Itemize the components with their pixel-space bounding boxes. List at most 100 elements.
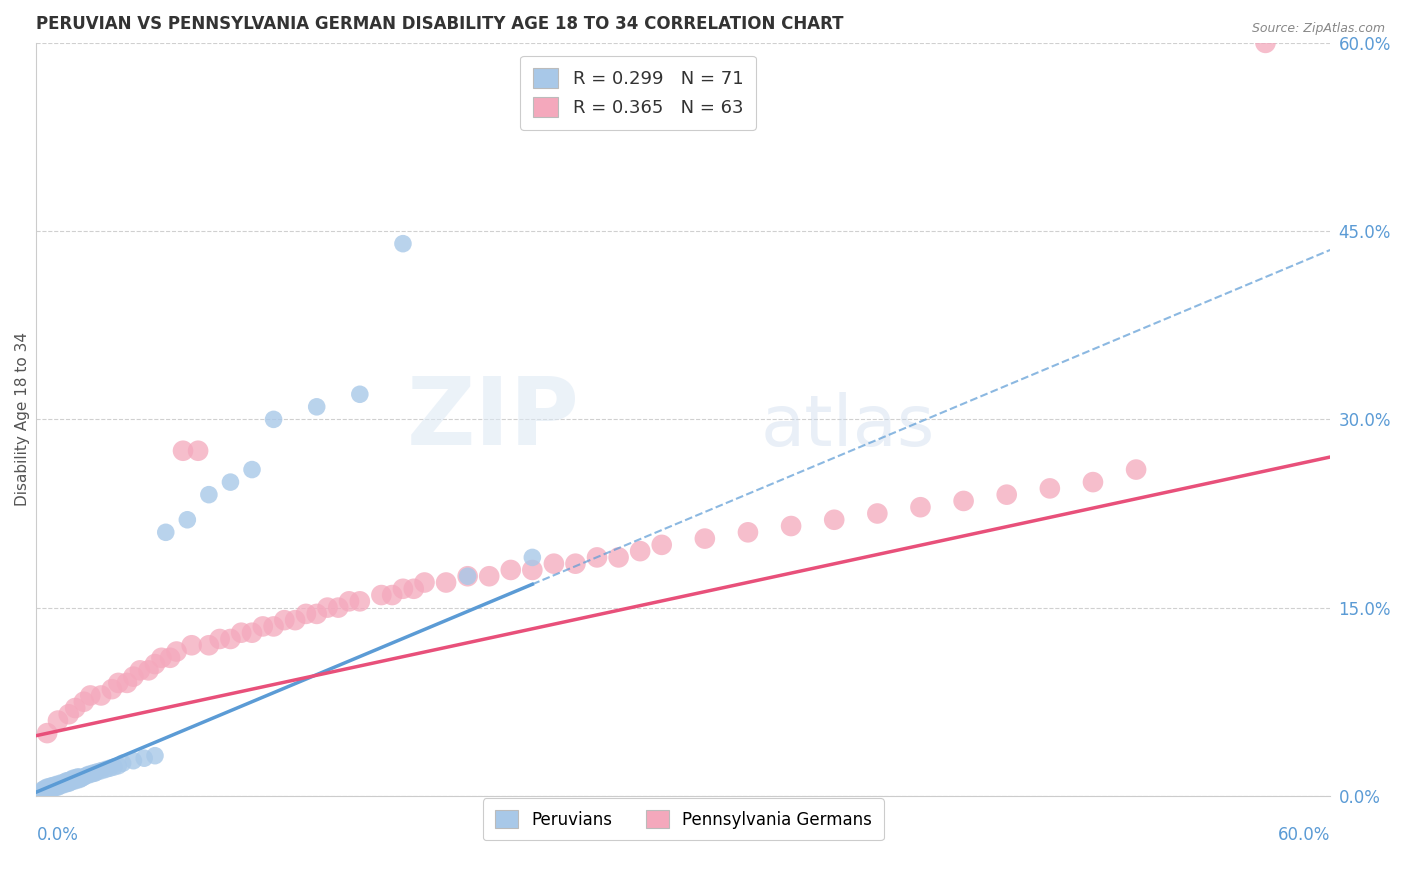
Point [402, 582, 425, 596]
Text: ZIP: ZIP [406, 374, 579, 466]
Point [46, 780, 69, 794]
Point [522, 550, 544, 565]
Point [737, 525, 759, 540]
Point [107, 758, 129, 772]
Point [316, 600, 339, 615]
Point [69, 772, 91, 787]
Point [543, 557, 565, 571]
Point [51, 778, 73, 792]
Legend: Peruvians, Pennsylvania Germans: Peruvians, Pennsylvania Germans [482, 798, 884, 840]
Point [107, 676, 129, 690]
Point [103, 760, 125, 774]
Point [208, 632, 231, 646]
Point [46, 779, 69, 793]
Point [53, 775, 76, 789]
Point [607, 550, 630, 565]
Point [83, 766, 105, 780]
Point [55, 773, 77, 788]
Point [51, 776, 73, 790]
Point [166, 644, 188, 658]
Point [392, 236, 415, 251]
Point [823, 513, 845, 527]
Point [90, 689, 112, 703]
Point [63, 773, 86, 788]
Point [155, 525, 177, 540]
Point [58, 776, 80, 790]
Point [49, 779, 72, 793]
Point [58, 773, 80, 788]
Point [34, 781, 56, 796]
Point [122, 754, 145, 768]
Point [42, 781, 65, 796]
Point [63, 701, 86, 715]
Point [219, 475, 242, 489]
Point [82, 766, 104, 780]
Point [457, 569, 479, 583]
Point [952, 494, 974, 508]
Point [1081, 475, 1104, 489]
Text: atlas: atlas [761, 392, 935, 461]
Point [231, 625, 253, 640]
Point [273, 613, 295, 627]
Point [122, 670, 145, 684]
Point [111, 756, 134, 771]
Point [392, 582, 415, 596]
Point [780, 519, 803, 533]
Point [62, 773, 84, 788]
Point [45, 779, 67, 793]
Point [995, 488, 1018, 502]
Point [66, 770, 89, 784]
Point [66, 772, 89, 787]
Point [522, 563, 544, 577]
Point [73, 695, 96, 709]
Point [94, 763, 117, 777]
Point [73, 770, 96, 784]
Point [46, 714, 69, 728]
Point [240, 625, 263, 640]
Point [328, 600, 350, 615]
Point [63, 772, 86, 786]
Point [138, 664, 160, 678]
Point [143, 657, 166, 671]
Point [86, 764, 108, 779]
Point [69, 770, 91, 784]
Point [41, 781, 63, 796]
Point [34, 784, 56, 798]
Point [349, 594, 371, 608]
Point [240, 462, 263, 476]
Point [305, 607, 328, 621]
Point [38, 780, 60, 794]
Point [41, 780, 63, 794]
Point [59, 772, 82, 787]
Point [90, 764, 112, 778]
Point [1039, 482, 1062, 496]
Point [1125, 462, 1147, 476]
Point [46, 778, 69, 792]
Point [910, 500, 932, 515]
Point [79, 689, 101, 703]
Point [45, 780, 67, 794]
Text: 0.0%: 0.0% [37, 826, 79, 844]
Point [37, 781, 59, 796]
Point [49, 776, 72, 790]
Point [172, 443, 194, 458]
Point [295, 607, 318, 621]
Point [866, 507, 889, 521]
Point [159, 650, 181, 665]
Point [263, 619, 285, 633]
Point [31, 782, 53, 797]
Point [628, 544, 651, 558]
Point [59, 775, 82, 789]
Point [128, 664, 150, 678]
Point [651, 538, 673, 552]
Point [42, 780, 65, 794]
Point [180, 638, 202, 652]
Point [349, 387, 371, 401]
Point [337, 594, 360, 608]
Point [134, 751, 156, 765]
Point [187, 443, 209, 458]
Text: Source: ZipAtlas.com: Source: ZipAtlas.com [1251, 22, 1385, 36]
Point [77, 767, 100, 781]
Point [55, 776, 77, 790]
Point [37, 782, 59, 797]
